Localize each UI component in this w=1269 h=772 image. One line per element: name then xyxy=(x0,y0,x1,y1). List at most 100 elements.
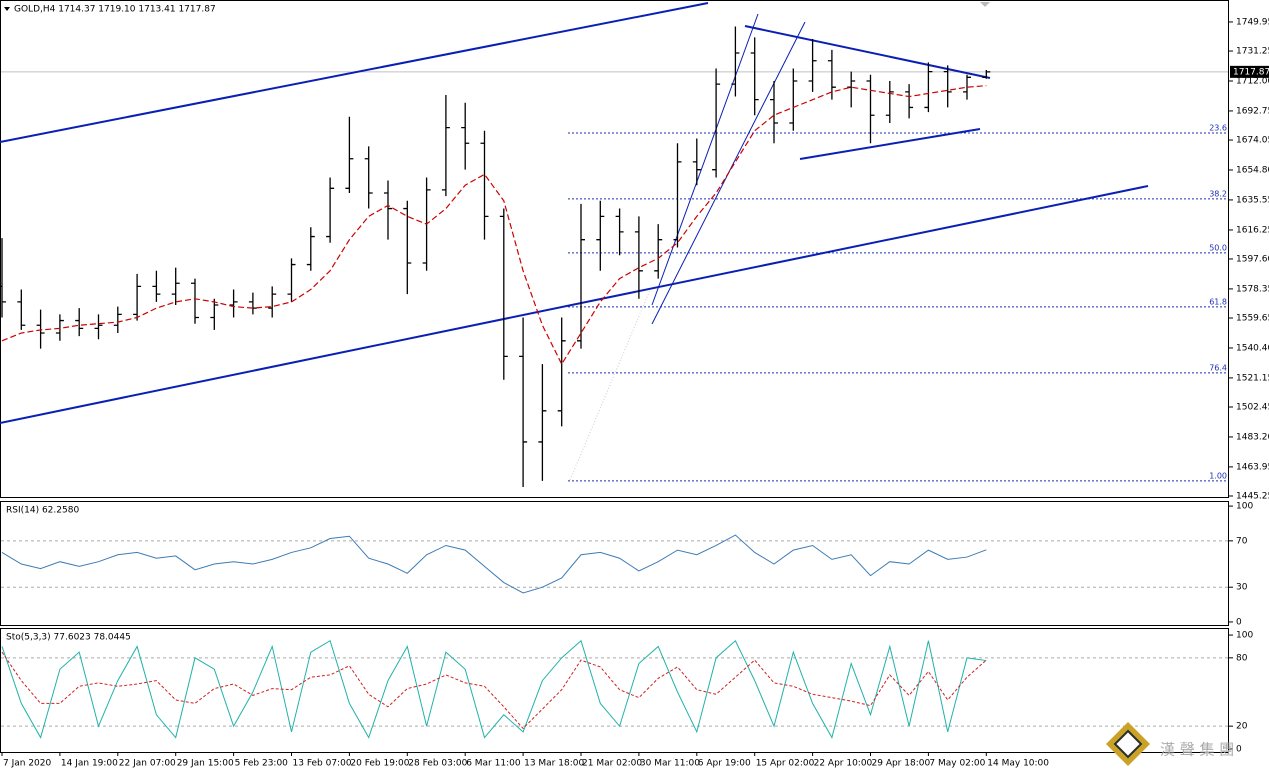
stochastic-title: Sto(5,3,3) 77.6023 78.0445 xyxy=(6,633,131,643)
price-bar xyxy=(596,200,605,271)
stochastic-pane xyxy=(0,628,1229,753)
price-bar xyxy=(480,130,489,240)
y-tick-label: 100 xyxy=(1236,631,1253,641)
trend-lines xyxy=(0,2,1149,481)
y-tick-label: 1635.55 xyxy=(1236,195,1269,205)
y-tick-label: 1540.40 xyxy=(1236,343,1269,353)
y-tick-label: 100 xyxy=(1236,502,1253,512)
price-bar xyxy=(461,102,470,170)
logo-inner xyxy=(1113,729,1143,759)
price-bar xyxy=(731,26,740,97)
logo: 漢 聲 集 團 xyxy=(1106,722,1234,766)
y-tick-label: 70 xyxy=(1236,536,1248,546)
price-bar xyxy=(268,286,277,318)
price-bar xyxy=(538,364,547,481)
price-bar xyxy=(326,177,335,243)
y-tick-label: 0 xyxy=(1236,744,1242,754)
shift-marker xyxy=(980,2,990,7)
y-tick-label: 30 xyxy=(1236,583,1248,593)
price-bar xyxy=(191,278,199,324)
logo-text: 漢 聲 集 團 xyxy=(1160,741,1234,759)
x-tick-label: 28 Feb 03:00 xyxy=(408,759,467,769)
y-tick-label: 1654.80 xyxy=(1236,165,1269,175)
price-bar xyxy=(403,200,412,295)
price-bar xyxy=(982,69,991,79)
price-bar xyxy=(692,138,701,186)
x-tick-label: 13 Mar 18:00 xyxy=(524,759,584,769)
price-bar xyxy=(905,84,914,119)
last-price-label: 1717.87 xyxy=(1233,67,1269,77)
y-tick-label: 80 xyxy=(1236,653,1248,663)
channel-top xyxy=(0,2,709,143)
price-bar xyxy=(750,37,759,116)
price-bar xyxy=(55,314,64,341)
x-tick-label: 22 Apr 10:00 xyxy=(814,759,873,769)
price-bar xyxy=(577,203,585,349)
price-bar xyxy=(210,298,219,330)
price-bar xyxy=(770,80,778,144)
fib-label: 38.2 xyxy=(1209,189,1227,198)
price-bar xyxy=(229,289,238,318)
price-bar xyxy=(133,273,142,321)
y-tick-label: 1749.95 xyxy=(1236,17,1269,27)
fib-label: 61.8 xyxy=(1209,297,1227,306)
price-bar xyxy=(345,116,354,194)
x-tick-label: 20 Feb 19:00 xyxy=(350,759,409,769)
price-bar xyxy=(789,68,798,131)
y-tick-label: 1712.00 xyxy=(1236,76,1269,86)
y-tick-label: 1578.35 xyxy=(1236,284,1269,294)
x-tick-label: 6 Apr 19:00 xyxy=(698,759,751,769)
price-bar xyxy=(287,258,296,302)
x-tick-label: 14 May 10:00 xyxy=(987,759,1049,769)
price-bar xyxy=(306,227,315,271)
price-bar xyxy=(712,68,721,178)
y-tick-label: 1445.25 xyxy=(1236,491,1269,501)
x-tick-label: 22 Jan 07:00 xyxy=(119,759,176,769)
price-pane xyxy=(0,0,1229,498)
price-bar xyxy=(441,94,450,197)
price-bar xyxy=(94,314,103,340)
price-bar xyxy=(808,38,817,92)
price-bar xyxy=(384,180,392,240)
x-tick-label: 7 May 02:00 xyxy=(929,759,985,769)
price-bar xyxy=(615,208,624,256)
price-bar xyxy=(519,317,528,488)
price-bar xyxy=(847,71,856,108)
channel-bottom xyxy=(0,185,1149,424)
price-bar xyxy=(75,308,84,337)
y-tick-label: 1692.75 xyxy=(1236,106,1269,116)
y-tick-label: 1731.25 xyxy=(1236,47,1269,57)
y-tick-label: 0 xyxy=(1236,617,1242,627)
y-tick-label: 1483.20 xyxy=(1236,432,1269,442)
price-bar xyxy=(499,208,508,380)
indicator-line xyxy=(1,639,987,739)
x-tick-label: 29 Jan 15:00 xyxy=(177,759,234,769)
triangle-bottom xyxy=(799,128,981,160)
price-bar xyxy=(963,74,971,100)
y-tick-label: 1521.15 xyxy=(1236,373,1269,383)
rsi-pane xyxy=(0,501,1229,626)
price-bar xyxy=(673,143,682,248)
price-bar xyxy=(113,306,122,334)
y-tick-label: 1463.95 xyxy=(1236,462,1269,472)
fib-label: 50.0 xyxy=(1209,243,1227,252)
fib-trend xyxy=(569,289,651,481)
price-bar xyxy=(364,146,373,209)
x-tick-label: 29 Apr 18:00 xyxy=(872,759,931,769)
price-bar xyxy=(557,317,566,427)
x-tick-label: 7 Jan 2020 xyxy=(3,759,51,769)
x-tick-label: 13 Feb 07:00 xyxy=(293,759,352,769)
price-bar xyxy=(866,74,875,144)
last-price-box xyxy=(1230,65,1269,78)
x-tick-label: 21 Mar 02:00 xyxy=(582,759,642,769)
chart-title: GOLD,H4 1714.37 1719.10 1713.41 1717.87 xyxy=(14,5,216,15)
price-bar xyxy=(0,238,6,318)
y-tick-label: 1597.60 xyxy=(1236,254,1269,264)
x-tick-label: 30 Mar 11:00 xyxy=(640,759,700,769)
price-bar xyxy=(152,270,161,302)
price-bar xyxy=(827,49,836,100)
price-bar xyxy=(943,65,952,108)
moving-average xyxy=(1,85,987,366)
price-bar xyxy=(924,62,933,113)
